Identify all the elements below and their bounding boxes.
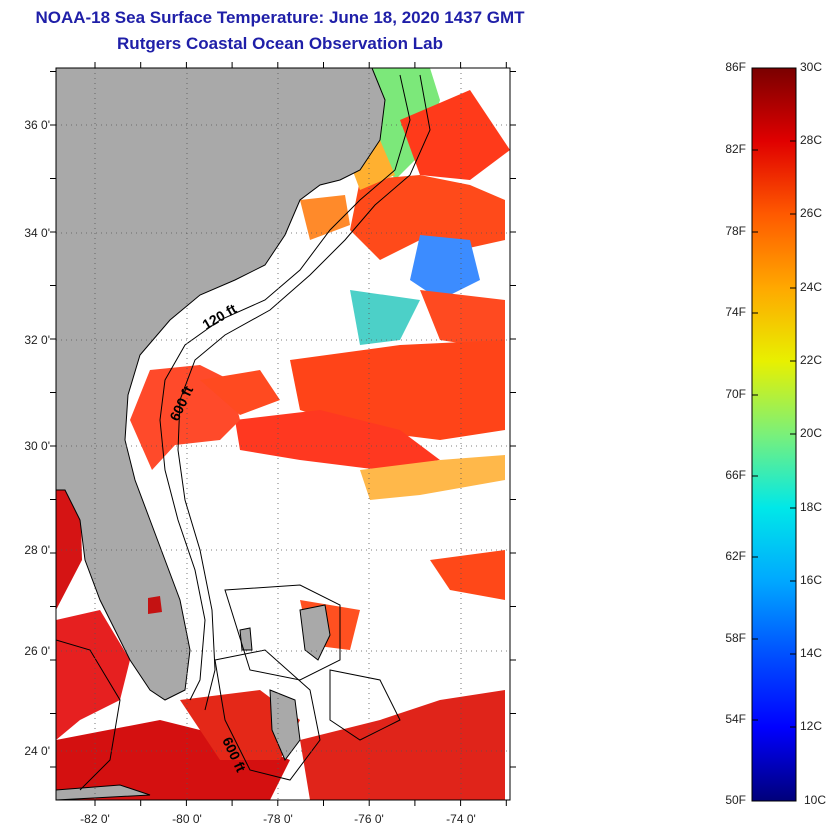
colorbar-label-c: 16C bbox=[800, 573, 823, 587]
colorbar bbox=[751, 67, 797, 802]
sst-patch bbox=[300, 690, 505, 800]
colorbar-label-f: 62F bbox=[725, 549, 746, 563]
sst-patch-cool bbox=[410, 235, 480, 300]
contour-bahamas-bank bbox=[224, 584, 341, 681]
lat-label: 26 0' bbox=[24, 644, 50, 658]
lake-okeechobee bbox=[148, 596, 162, 614]
sst-patch-warm bbox=[360, 455, 505, 500]
colorbar-label-f: 54F bbox=[725, 712, 746, 726]
map-subtitle: Rutgers Coastal Ocean Observation Lab bbox=[117, 34, 443, 53]
sst-patch bbox=[290, 340, 505, 440]
graticule bbox=[56, 68, 510, 800]
colorbar-label-f: 50F bbox=[725, 793, 746, 807]
lat-label: 30 0' bbox=[24, 439, 50, 453]
lon-label: -76 0' bbox=[354, 812, 384, 826]
lat-label: 36 0' bbox=[24, 118, 50, 132]
contour-600ft bbox=[177, 74, 431, 711]
contour-120ft bbox=[159, 74, 411, 701]
us-mainland bbox=[56, 68, 386, 701]
sst-field bbox=[56, 68, 510, 800]
lon-label: -82 0' bbox=[80, 812, 110, 826]
colorbar-label-f: 82F bbox=[725, 142, 746, 156]
land bbox=[56, 68, 386, 800]
sst-patch bbox=[235, 410, 440, 470]
cuba-coast bbox=[56, 784, 151, 800]
sst-patch bbox=[56, 610, 130, 740]
colorbar-label-c: 28C bbox=[800, 133, 823, 147]
colorbar-label-c: 26C bbox=[800, 206, 823, 220]
map-layers bbox=[56, 68, 510, 800]
lat-label: 34 0' bbox=[24, 226, 50, 240]
colorbar-label-f: 58F bbox=[725, 631, 746, 645]
sst-patch bbox=[420, 290, 505, 350]
lat-label: 24 0' bbox=[24, 744, 50, 758]
colorbar-label-f: 74F bbox=[725, 305, 746, 319]
sst-patch bbox=[200, 370, 280, 415]
sst-patch bbox=[180, 690, 300, 760]
colorbar-label-c: 18C bbox=[800, 500, 823, 514]
colorbar-label-c: 20C bbox=[800, 426, 823, 440]
sst-patch bbox=[130, 365, 240, 470]
colorbar-label-f: 86F bbox=[725, 60, 746, 74]
colorbar-label-f: 70F bbox=[725, 387, 746, 401]
colorbar-label-f: 78F bbox=[725, 224, 746, 238]
lon-label: -80 0' bbox=[172, 812, 202, 826]
axis-ticks bbox=[50, 62, 516, 806]
contour-bahamas-bank bbox=[329, 669, 401, 741]
lon-label: -74 0' bbox=[446, 812, 476, 826]
colorbar-label-c: 14C bbox=[800, 646, 823, 660]
colorbar-label-c: 24C bbox=[800, 280, 823, 294]
lat-label: 32 0' bbox=[24, 333, 50, 347]
lon-label: -78 0' bbox=[263, 812, 293, 826]
bahamas-island bbox=[269, 689, 301, 761]
colorbar-label-c: 10C bbox=[804, 793, 827, 807]
colorbar-label-c: 12C bbox=[800, 719, 823, 733]
contour-gulf bbox=[56, 639, 121, 791]
contour-bahamas-bank bbox=[214, 649, 321, 781]
sst-patch bbox=[56, 485, 82, 610]
colorbar-label-f: 66F bbox=[725, 468, 746, 482]
bahamas-island bbox=[299, 604, 331, 661]
sst-patch bbox=[430, 550, 505, 600]
colorbar-label-c: 22C bbox=[800, 353, 823, 367]
map-frame bbox=[55, 67, 511, 801]
sst-patch-cool bbox=[350, 290, 420, 345]
map-title: NOAA-18 Sea Surface Temperature: June 18… bbox=[35, 8, 525, 27]
sst-patch bbox=[400, 90, 510, 180]
sst-patch bbox=[350, 175, 505, 260]
bahamas-island bbox=[239, 627, 253, 651]
colorbar-label-c: 30C bbox=[800, 60, 823, 74]
colorbar-ticks bbox=[752, 140, 796, 728]
lat-label: 28 0' bbox=[24, 543, 50, 557]
depth-contours bbox=[56, 74, 431, 791]
sst-patch bbox=[300, 195, 350, 240]
